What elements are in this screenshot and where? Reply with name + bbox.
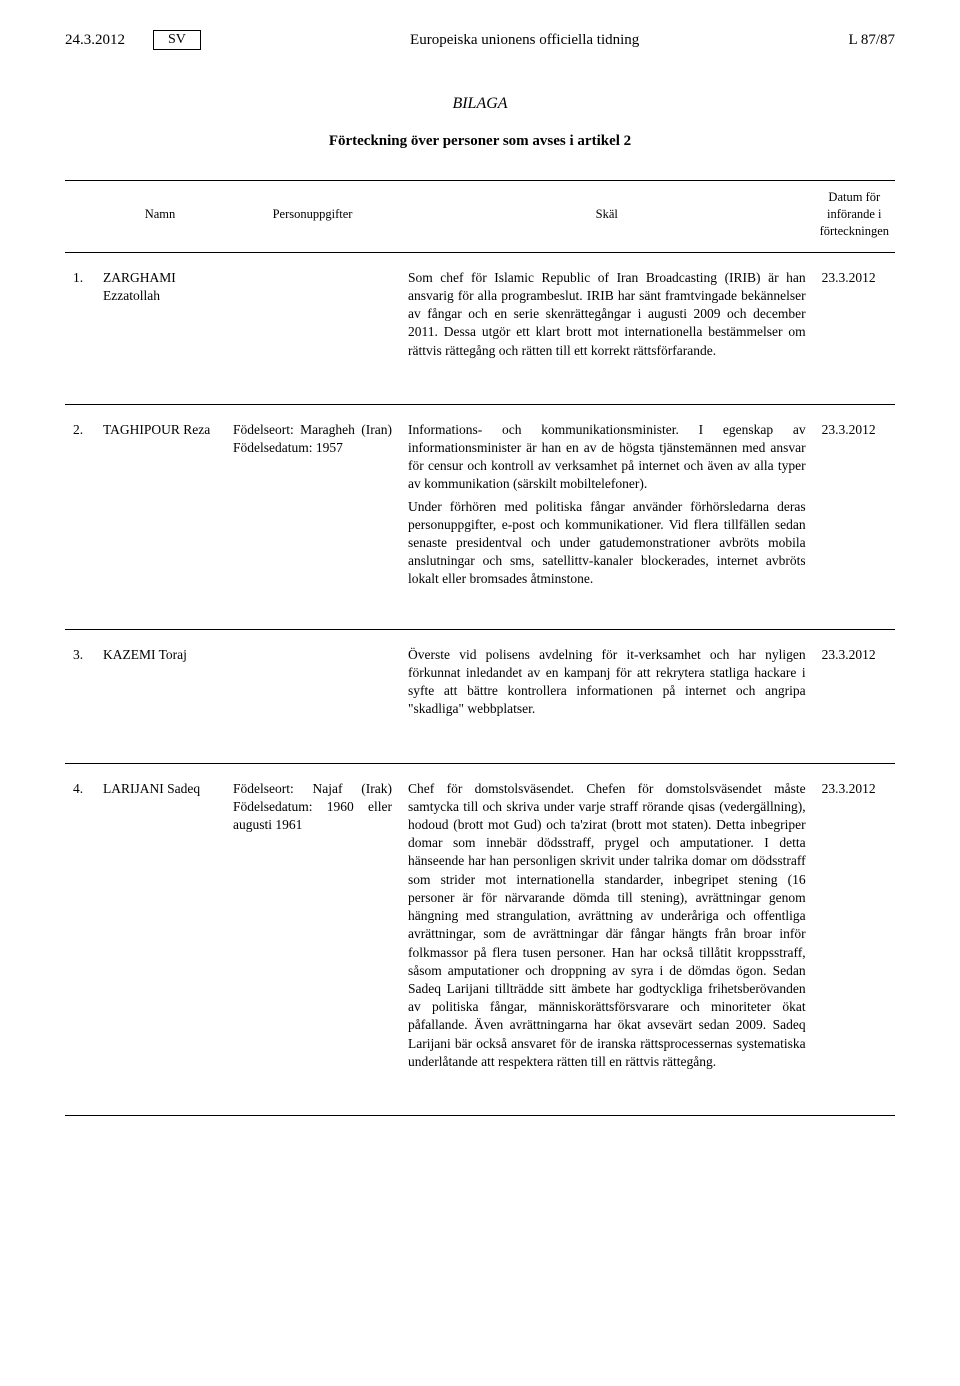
header-date: 24.3.2012 [65,32,125,49]
page: 24.3.2012 SV Europeiska unionens officie… [0,0,960,1156]
reason-text: Chef för domstolsväsendet. Chefen för do… [408,780,806,1072]
header-lang: SV [153,30,201,50]
col-header-num [65,181,95,253]
cell-info [225,629,400,763]
cell-reason: Chef för domstolsväsendet. Chefen för do… [400,763,814,1116]
table-header-row: Namn Personuppgifter Skäl Datum för infö… [65,181,895,253]
col-header-info: Personuppgifter [225,181,400,253]
annex-title: BILAGA [65,95,895,113]
cell-name: TAGHIPOUR Reza [95,404,225,629]
cell-name: KAZEMI Toraj [95,629,225,763]
cell-name: ZARGHAMI Ezzatollah [95,252,225,404]
list-title: Förteckning över personer som avses i ar… [65,133,895,150]
cell-date: 23.3.2012 [814,252,895,404]
cell-reason: Informations- och kommunikationsminister… [400,404,814,629]
cell-num: 2. [65,404,95,629]
table-row: 1. ZARGHAMI Ezzatollah Som chef för Isla… [65,252,895,404]
persons-table: Namn Personuppgifter Skäl Datum för infö… [65,180,895,1116]
table-row: 2. TAGHIPOUR Reza Födelseort: Maragheh (… [65,404,895,629]
cell-reason: Som chef för Islamic Republic of Iran Br… [400,252,814,404]
header-page-number: L 87/87 [848,32,895,49]
table-row: 4. LARIJANI Sadeq Födelseort: Najaf (Ira… [65,763,895,1116]
cell-reason: Överste vid polisens avdelning för it-ve… [400,629,814,763]
table-body: 1. ZARGHAMI Ezzatollah Som chef för Isla… [65,252,895,1115]
cell-num: 1. [65,252,95,404]
reason-text: Överste vid polisens avdelning för it-ve… [408,646,806,719]
cell-name: LARIJANI Sadeq [95,763,225,1116]
reason-text: Som chef för Islamic Republic of Iran Br… [408,269,806,360]
page-header: 24.3.2012 SV Europeiska unionens officie… [65,30,895,50]
cell-date: 23.3.2012 [814,763,895,1116]
col-header-name: Namn [95,181,225,253]
reason-text-2: Under förhören med politiska fångar anvä… [408,498,806,589]
cell-info: Födelseort: Najaf (Irak) Födelsedatum: 1… [225,763,400,1116]
cell-date: 23.3.2012 [814,629,895,763]
table-row: 3. KAZEMI Toraj Överste vid polisens avd… [65,629,895,763]
cell-num: 3. [65,629,95,763]
col-header-reason: Skäl [400,181,814,253]
col-header-date: Datum för införande i förteckningen [814,181,895,253]
cell-info [225,252,400,404]
cell-num: 4. [65,763,95,1116]
cell-info: Födelseort: Maragheh (Iran) Födelsedatum… [225,404,400,629]
cell-date: 23.3.2012 [814,404,895,629]
header-journal-title: Europeiska unionens officiella tidning [201,32,849,49]
reason-text: Informations- och kommunikationsminister… [408,421,806,494]
